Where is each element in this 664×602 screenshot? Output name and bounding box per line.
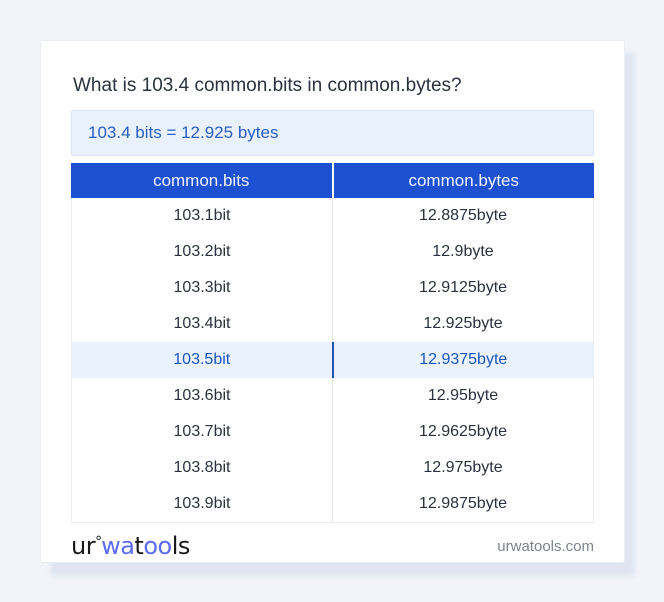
table-cell: 12.9125byte bbox=[332, 270, 593, 306]
logo-text-part: t bbox=[134, 532, 144, 560]
card-footer: ur°watools urwatools.com bbox=[71, 528, 594, 564]
table-row[interactable]: 103.6bit 12.95byte bbox=[72, 378, 593, 414]
page-title: What is 103.4 common.bits in common.byte… bbox=[73, 75, 462, 96]
table-cell: 12.8875byte bbox=[332, 198, 593, 234]
table-cell: 12.9375byte bbox=[331, 342, 594, 378]
table-cell: 103.5bit bbox=[173, 351, 231, 368]
table-cell: 12.925byte bbox=[332, 306, 593, 342]
table-row[interactable]: 103.4bit 12.925byte bbox=[72, 306, 593, 342]
header-cell-bits: common.bits bbox=[153, 170, 250, 190]
logo-text-part: wa bbox=[101, 532, 135, 560]
conversion-table: common.bits common.bytes 103.1bit 12.8875… bbox=[71, 163, 594, 523]
logo-text-part: ur bbox=[71, 532, 96, 560]
table-cell: 12.9875byte bbox=[332, 486, 593, 522]
site-domain-text: urwatools.com bbox=[497, 537, 594, 555]
table-cell: 12.9byte bbox=[332, 234, 593, 270]
table-row[interactable]: 103.2bit 12.9byte bbox=[72, 234, 593, 270]
table-cell: 103.4bit bbox=[173, 315, 231, 332]
table-cell: 103.9bit bbox=[173, 495, 231, 512]
conversion-table-header: common.bits common.bytes bbox=[71, 163, 594, 198]
table-cell: 103.6bit bbox=[173, 387, 231, 404]
table-row[interactable]: 103.1bit 12.8875byte bbox=[72, 198, 593, 234]
table-cell: 12.95byte bbox=[332, 378, 593, 414]
urwatools-logo[interactable]: ur°watools bbox=[71, 534, 190, 558]
table-row[interactable]: 103.8bit 12.975byte bbox=[72, 450, 593, 486]
table-cell: 103.8bit bbox=[173, 459, 231, 476]
table-cell: 103.2bit bbox=[173, 243, 231, 260]
logo-glasses-icon: oo bbox=[143, 532, 172, 560]
table-row-highlighted[interactable]: 103.5bit 12.9375byte bbox=[72, 342, 593, 378]
table-cell: 103.7bit bbox=[173, 423, 231, 440]
logo-text-part: ls bbox=[171, 532, 191, 560]
conversion-result-text: 103.4 bits = 12.925 bytes bbox=[88, 123, 279, 142]
table-cell: 103.1bit bbox=[173, 207, 231, 224]
table-cell: 12.9625byte bbox=[332, 414, 593, 450]
table-cell: 103.3bit bbox=[173, 279, 231, 296]
converter-card: What is 103.4 common.bits in common.byte… bbox=[40, 40, 625, 563]
table-row[interactable]: 103.3bit 12.9125byte bbox=[72, 270, 593, 306]
logo-ring-icon: ° bbox=[95, 534, 102, 550]
table-row[interactable]: 103.7bit 12.9625byte bbox=[72, 414, 593, 450]
conversion-result-box: 103.4 bits = 12.925 bytes bbox=[71, 110, 594, 156]
conversion-table-body: 103.1bit 12.8875byte 103.2bit 12.9byte 103.3… bbox=[71, 198, 594, 523]
table-cell: 12.975byte bbox=[332, 450, 593, 486]
table-row[interactable]: 103.9bit 12.9875byte bbox=[72, 486, 593, 522]
header-cell-bytes: common.bytes bbox=[331, 163, 595, 198]
